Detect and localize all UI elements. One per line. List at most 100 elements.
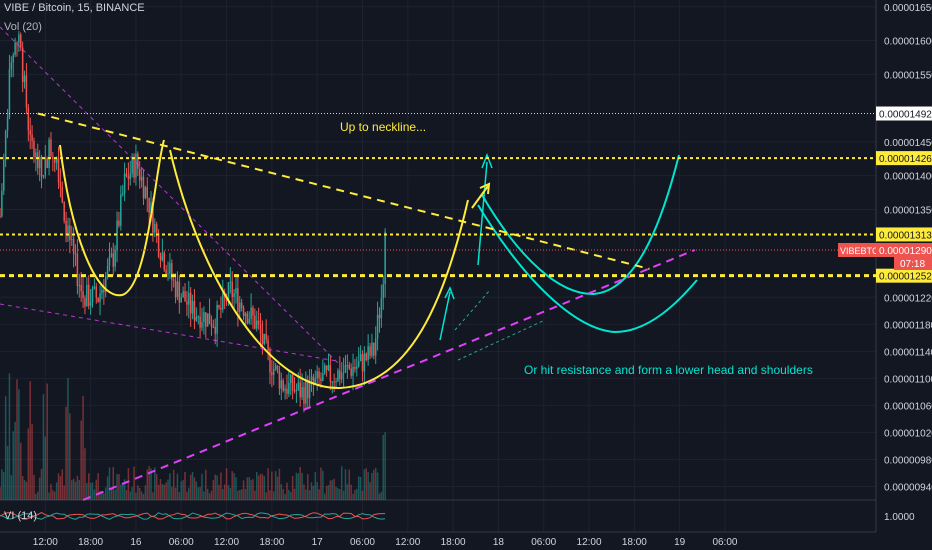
volume-bar bbox=[193, 477, 196, 500]
candle-body bbox=[216, 305, 218, 334]
volume-bar bbox=[357, 476, 360, 500]
volume-bar bbox=[340, 466, 343, 500]
chart-drawings bbox=[0, 26, 698, 501]
volume-bar bbox=[131, 487, 133, 500]
volume-bar bbox=[65, 406, 67, 500]
volume-bar bbox=[37, 491, 39, 500]
volume-bar bbox=[129, 491, 132, 500]
volume-bar bbox=[157, 484, 160, 500]
volume-bar bbox=[248, 477, 250, 500]
candle-body bbox=[37, 152, 39, 169]
volume-bar bbox=[59, 476, 62, 500]
volume-bar bbox=[91, 482, 94, 500]
volume-bar bbox=[269, 490, 271, 500]
volume-bar bbox=[288, 489, 290, 500]
price-axis: 0.00001492 0.00001426 0.00001313 0.00001252… bbox=[838, 3, 932, 493]
volume-bar bbox=[121, 483, 124, 500]
candle-body bbox=[131, 158, 133, 174]
candle-body bbox=[182, 291, 184, 298]
volume-bar bbox=[344, 469, 347, 500]
candle-body bbox=[172, 279, 175, 281]
arrow-up-neckline-icon bbox=[477, 152, 493, 266]
volume-bar bbox=[70, 480, 73, 500]
candle-body bbox=[373, 342, 375, 356]
volume-bar bbox=[212, 480, 215, 500]
level-tag-label: 0.00001313 bbox=[879, 230, 932, 241]
volume-bar bbox=[16, 379, 18, 500]
candle-body bbox=[82, 291, 84, 299]
price-tick-label: 0.00001350 bbox=[884, 205, 932, 216]
vi-minus-line bbox=[0, 512, 386, 520]
candle-body bbox=[193, 300, 196, 321]
volume-bar bbox=[337, 488, 339, 500]
candle-body bbox=[189, 292, 192, 314]
volume-bar bbox=[118, 474, 120, 500]
volume-bar bbox=[271, 471, 273, 500]
candle-body bbox=[140, 176, 143, 181]
volume-bar bbox=[206, 488, 209, 500]
trendline-thin-dashed-magenta[interactable] bbox=[0, 303, 340, 362]
volume-bar bbox=[244, 489, 247, 500]
candle-body bbox=[301, 387, 303, 398]
volume-bar bbox=[322, 470, 324, 500]
candle-body bbox=[18, 34, 20, 43]
candle-body bbox=[72, 239, 75, 254]
trendline-dashed-yellow[interactable] bbox=[37, 112, 650, 270]
candle-body bbox=[42, 175, 45, 177]
candle-body bbox=[191, 300, 194, 314]
candle-body bbox=[305, 379, 307, 404]
price-tick-label: 0.00001450 bbox=[884, 138, 932, 149]
volume-bar bbox=[165, 482, 167, 500]
volume-bar bbox=[256, 471, 258, 500]
candle-body bbox=[121, 193, 124, 195]
volume-bar bbox=[46, 383, 48, 500]
candle-body bbox=[12, 54, 14, 63]
candle-body bbox=[320, 378, 322, 381]
candle-body bbox=[297, 382, 300, 390]
projected-right-curve-lower bbox=[477, 204, 698, 334]
candle-body bbox=[269, 350, 271, 373]
volume-bar bbox=[210, 490, 213, 500]
volume-bar bbox=[8, 373, 11, 500]
volume-bar bbox=[108, 467, 111, 500]
candle-body bbox=[363, 353, 366, 372]
candle-body bbox=[344, 365, 347, 373]
volume-bar bbox=[325, 485, 328, 500]
volume-bar bbox=[161, 484, 164, 500]
time-tick-label: 06:00 bbox=[531, 537, 556, 548]
vi-indicator-label[interactable]: VI (14) bbox=[4, 510, 38, 522]
chart-title[interactable]: VIBE / Bitcoin, 15, BINANCE bbox=[4, 2, 145, 14]
candle-body bbox=[201, 322, 203, 328]
candle-body bbox=[371, 342, 373, 356]
volume-bar bbox=[331, 480, 334, 500]
candle-body bbox=[154, 223, 156, 233]
candle-body bbox=[350, 368, 352, 376]
candle-body bbox=[274, 365, 277, 370]
volume-bar bbox=[106, 476, 109, 500]
candle-body bbox=[159, 256, 162, 261]
time-tick-label: 06:00 bbox=[712, 537, 737, 548]
price-tick-label: 0.00001650 bbox=[884, 3, 932, 14]
level-tag bbox=[876, 106, 932, 121]
candle-body bbox=[171, 263, 173, 280]
volume-bar bbox=[261, 474, 264, 500]
volume-bar bbox=[112, 466, 115, 500]
candle-body bbox=[263, 333, 266, 345]
candle-body bbox=[199, 316, 201, 328]
candle-body bbox=[155, 223, 158, 233]
candle-body bbox=[152, 202, 154, 233]
volume-indicator-label[interactable]: Vol (20) bbox=[4, 21, 42, 33]
head-curve bbox=[169, 149, 469, 390]
volume-bar bbox=[218, 484, 220, 500]
candle-body bbox=[376, 314, 379, 339]
candle-body bbox=[123, 173, 126, 194]
trendline-dashed-magenta[interactable] bbox=[82, 249, 696, 501]
volume-bar bbox=[201, 473, 203, 500]
volume-bar bbox=[184, 471, 186, 500]
candle-body bbox=[23, 75, 26, 83]
candle-body bbox=[208, 313, 211, 324]
candle-body bbox=[174, 280, 177, 298]
volume-bar bbox=[3, 472, 5, 500]
candle-body bbox=[169, 263, 171, 274]
